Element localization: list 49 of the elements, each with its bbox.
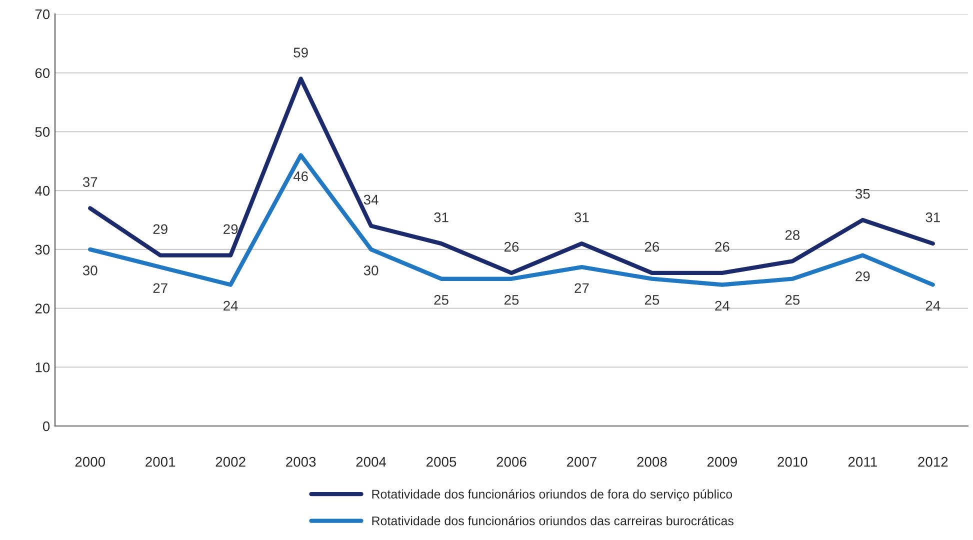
data-label: 31	[926, 212, 940, 222]
legend-label: Rotatividade dos funcionários oriundos de fora do serviço público	[372, 489, 732, 502]
data-label: 25	[504, 294, 519, 305]
y-tick-label: 10	[36, 362, 50, 372]
x-tick-label: 2002	[216, 456, 246, 467]
data-label: 25	[644, 294, 660, 305]
x-tick-label: 2004	[356, 456, 386, 467]
data-label: 26	[504, 242, 519, 252]
data-label: 25	[434, 294, 448, 305]
data-label: 24	[715, 300, 730, 311]
y-tick-label: 40	[35, 186, 50, 196]
x-tick-label: 2000	[75, 456, 106, 467]
x-tick-label: 2010	[778, 456, 808, 467]
data-label: 27	[153, 283, 168, 293]
y-tick-label: 30	[35, 244, 50, 255]
y-tick-label: 20	[35, 304, 50, 314]
x-tick-label: 2005	[426, 456, 456, 467]
data-label: 35	[855, 188, 870, 199]
data-label: 31	[434, 212, 448, 222]
data-label: 24	[224, 300, 238, 311]
y-tick-label: 60	[35, 68, 50, 78]
data-label: 30	[364, 266, 378, 276]
data-label: 29	[224, 224, 238, 234]
x-tick-label: 2001	[146, 456, 176, 467]
data-label: 59	[294, 48, 308, 58]
data-label: 27	[574, 283, 589, 293]
data-label: 30	[82, 266, 98, 276]
legend-label: Rotatividade dos funcionários oriundos das carreiras burocráticas	[372, 516, 734, 526]
data-label: 24	[926, 300, 940, 311]
data-label: 34	[364, 194, 378, 205]
data-label: 26	[715, 242, 730, 252]
data-label: 46	[293, 171, 308, 182]
data-label: 37	[82, 177, 98, 187]
data-label: 31	[574, 212, 589, 222]
data-label: 29	[153, 224, 168, 234]
y-tick-label: 50	[35, 127, 50, 137]
data-label: 26	[644, 242, 660, 252]
data-label: 28	[785, 230, 800, 240]
data-label: 29	[856, 271, 870, 282]
x-tick-label: 2011	[848, 456, 877, 467]
x-tick-label: 2008	[637, 456, 667, 467]
y-tick-label: 70	[35, 9, 50, 20]
data-label: 25	[785, 294, 800, 305]
x-tick-label: 2007	[566, 456, 596, 467]
x-tick-label: 2012	[918, 456, 948, 467]
x-tick-label: 2003	[286, 456, 316, 467]
y-tick-label: 0	[42, 421, 50, 432]
x-tick-label: 2006	[496, 456, 526, 467]
x-tick-label: 2009	[707, 456, 737, 467]
